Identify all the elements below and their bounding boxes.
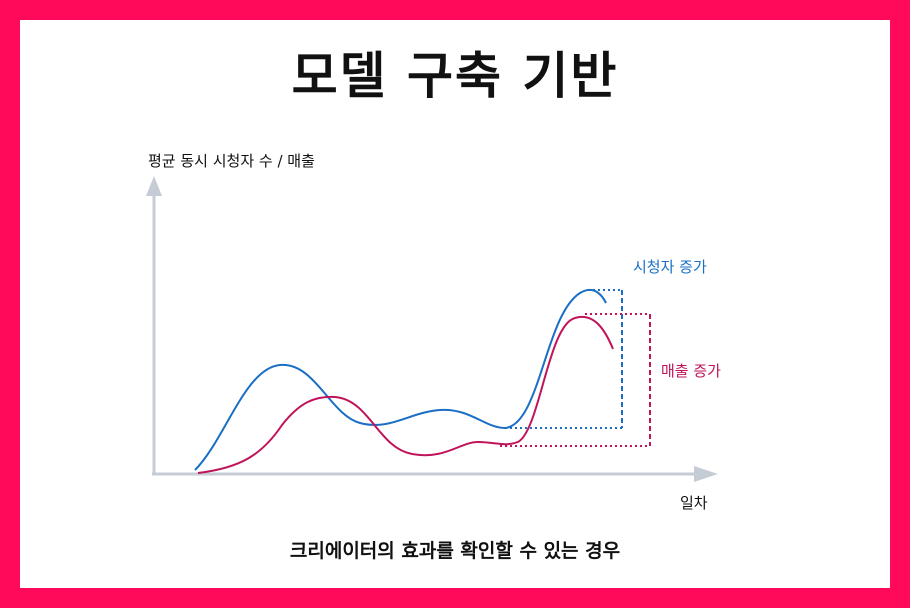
sales-curve	[197, 315, 614, 474]
y-axis-label: 평균 동시 시청자 수 / 매출	[148, 152, 315, 170]
viewers-curve	[194, 288, 607, 471]
y-axis-arrowhead	[146, 176, 162, 196]
x-axis-label: 일차	[680, 494, 708, 512]
caption: 크리에이터의 효과를 확인할 수 있는 경우	[289, 540, 621, 562]
page-title: 모델 구축 기반	[291, 47, 619, 105]
viewer-increase-label: 시청자 증가	[633, 258, 707, 276]
x-axis-arrowhead	[694, 466, 718, 482]
white-card	[20, 20, 890, 588]
sales-increase-label: 매출 증가	[661, 362, 721, 380]
